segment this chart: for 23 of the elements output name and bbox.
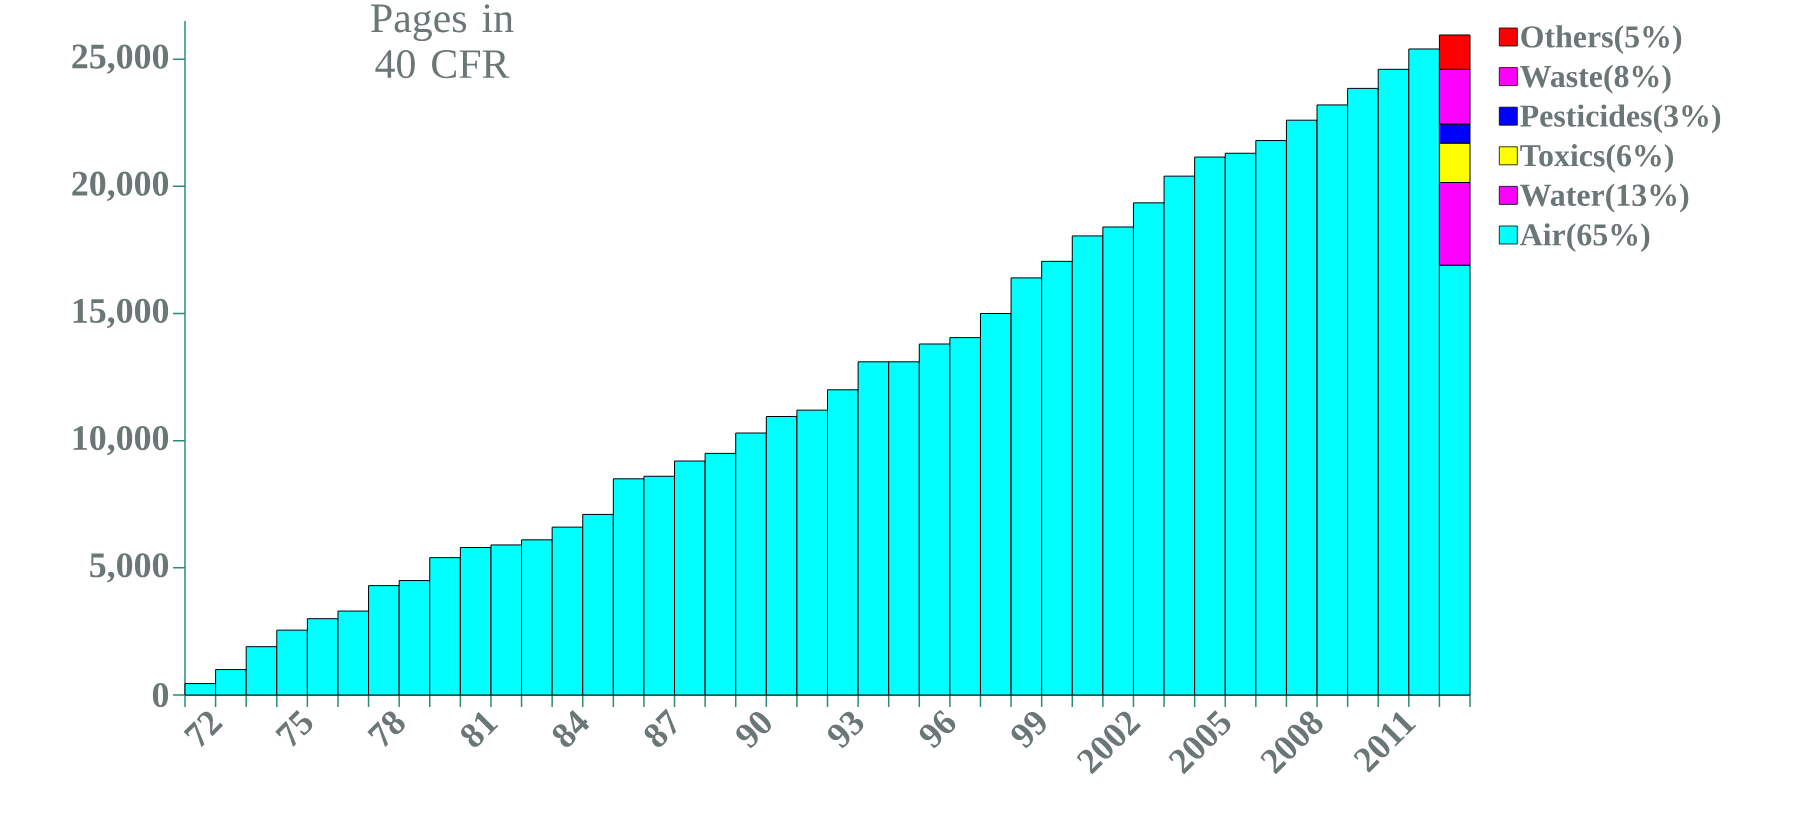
y-tick-label: 0 — [152, 682, 169, 708]
y-tick-label: 5,000 — [90, 553, 169, 583]
x-tick-label: 72 — [183, 711, 224, 748]
x-tick-label: 81 — [461, 712, 499, 747]
x-tick-label: 75 — [275, 709, 313, 748]
legend-label: Others(5%) — [1521, 25, 1682, 55]
legend-label: Toxics(6%) — [1520, 143, 1674, 173]
x-tick-label: 84 — [552, 710, 590, 747]
legend-label: Air(65%) — [1520, 223, 1650, 253]
y-tick-label: 25,000 — [72, 44, 169, 74]
y-tick-label: 15,000 — [73, 298, 169, 329]
legend-label: Water(13%) — [1520, 183, 1689, 213]
y-tick-label: 20,000 — [72, 171, 169, 202]
x-tick-label: 93 — [828, 711, 864, 749]
y-tick-label: 10,000 — [73, 425, 169, 456]
x-tick-label: 90 — [736, 712, 771, 749]
x-tick-label: 96 — [919, 710, 956, 749]
chart-title: Pages in 40 CFR — [371, 4, 514, 79]
legend-label: Waste(8%) — [1520, 64, 1671, 94]
x-tick-label: 99 — [1011, 711, 1046, 749]
legend-label: Pesticides(3%) — [1520, 104, 1721, 134]
x-tick-label: 78 — [367, 711, 405, 748]
x-tick-label: 87 — [644, 708, 677, 747]
